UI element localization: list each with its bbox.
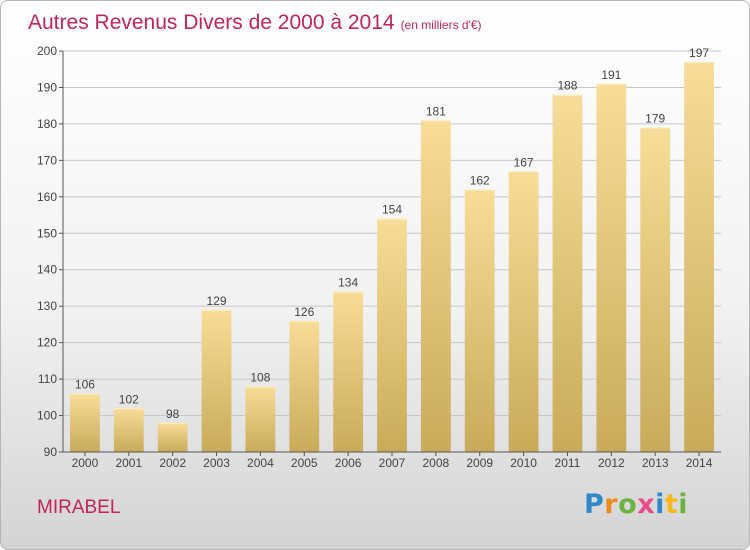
bar	[420, 120, 451, 452]
chart-title: Autres Revenus Divers de 2000 à 2014 (en …	[28, 11, 482, 35]
data-label: 129	[207, 294, 227, 308]
x-tick-label: 2001	[115, 456, 142, 470]
y-tick-label: 130	[37, 299, 57, 313]
data-label: 102	[119, 392, 139, 406]
x-tick-label: 2005	[291, 456, 318, 470]
x-tick-label: 2011	[555, 456, 581, 470]
x-tick-label: 2002	[159, 456, 186, 470]
x-tick-label: 2006	[335, 456, 362, 470]
data-label: 108	[250, 370, 270, 384]
bar	[333, 291, 364, 452]
commune-name: MIRABEL	[37, 497, 121, 518]
y-tick-label: 200	[37, 44, 57, 58]
logo-letter: t	[664, 489, 679, 520]
logo-letter: i	[655, 489, 665, 520]
x-tick-label: 2007	[379, 456, 406, 470]
x-tick-label: 2013	[642, 456, 669, 470]
data-label: 167	[514, 155, 534, 169]
data-label: 181	[426, 104, 446, 118]
logo-letter: o	[618, 489, 638, 520]
x-tick-label: 2004	[247, 456, 274, 470]
x-tick-label: 2014	[686, 456, 713, 470]
bar	[377, 218, 407, 452]
bar	[552, 94, 583, 452]
bar	[464, 189, 495, 452]
data-label: 154	[382, 203, 402, 217]
data-label: 162	[470, 174, 490, 188]
bar	[684, 61, 714, 452]
y-tick-label: 150	[37, 226, 57, 240]
y-tick-label: 190	[37, 80, 57, 94]
bar	[70, 393, 100, 452]
logo-letter: i	[678, 489, 689, 520]
logo-letter: x	[637, 489, 656, 520]
bar	[508, 171, 539, 453]
x-tick-label: 2003	[203, 456, 230, 470]
x-tick-label: 2009	[466, 456, 493, 470]
data-label: 179	[645, 112, 665, 126]
x-tick-label: 2008	[423, 456, 450, 470]
y-tick-label: 180	[37, 117, 57, 131]
bar	[640, 127, 671, 453]
data-label: 98	[166, 407, 180, 421]
chart-title-text: Autres Revenus Divers de 2000 à 2014	[28, 11, 395, 34]
x-tick-label: 2000	[72, 456, 99, 470]
bar	[113, 408, 144, 452]
bar	[596, 83, 627, 453]
chart-unit-note: (en milliers d'€)	[400, 18, 482, 32]
proxiti-logo[interactable]: Proxiti	[584, 489, 688, 520]
data-label: 106	[75, 378, 95, 392]
bar	[201, 309, 232, 452]
x-tick-label: 2012	[598, 456, 625, 470]
y-tick-label: 140	[37, 263, 57, 277]
x-tick-label: 2010	[510, 456, 537, 470]
y-tick-label: 110	[38, 372, 57, 386]
bar	[157, 422, 188, 452]
bar	[245, 386, 276, 452]
data-label: 134	[338, 276, 358, 290]
y-tick-label: 170	[37, 153, 57, 167]
logo-letter: r	[604, 489, 619, 520]
data-label: 197	[689, 46, 709, 60]
y-tick-label: 160	[37, 190, 57, 204]
y-tick-label: 120	[37, 336, 57, 350]
y-tick-label: 100	[37, 409, 57, 423]
logo-letter: P	[584, 489, 605, 520]
y-tick-label: 90	[44, 445, 58, 459]
data-label: 188	[557, 79, 577, 93]
bar	[289, 320, 320, 452]
data-label: 126	[294, 305, 314, 319]
data-label: 191	[601, 68, 621, 82]
